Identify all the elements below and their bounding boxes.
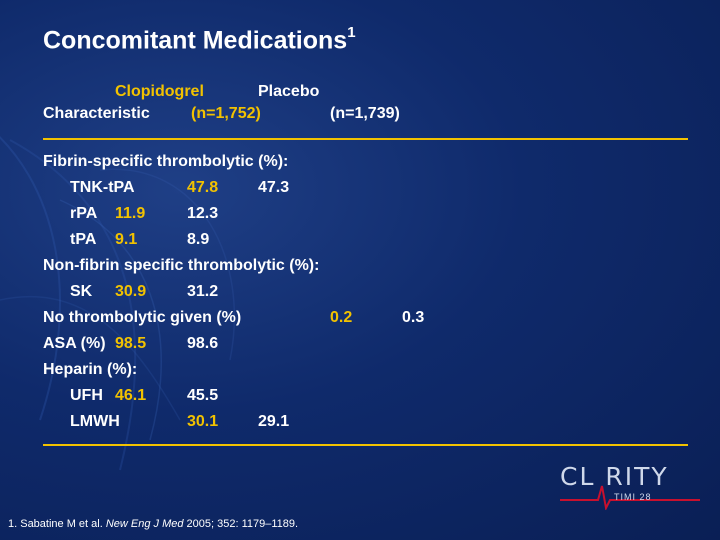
row-label-fibrin-specific: Fibrin-specific thrombolytic (%): — [43, 153, 289, 170]
row-label-heparin: Heparin (%): — [43, 361, 138, 378]
logo-text: CL RITY — [560, 462, 669, 491]
slide-title-text: Concomitant Medications — [43, 26, 348, 55]
title-superscript: 1 — [347, 24, 356, 41]
row-label-non-fibrin-specific: Non-fibrin specific thrombolytic (%): — [43, 257, 320, 274]
row-value-placebo-lmwh: 29.1 — [258, 413, 290, 430]
row-value-clopidogrel-ufh: 46.1 — [115, 387, 147, 404]
footnote-journal: New Eng J Med — [105, 518, 184, 530]
row-label-rpa: rPA — [70, 205, 98, 222]
footnote: 1. Sabatine M et al. New Eng J Med 2005;… — [8, 518, 298, 530]
row-value-clopidogrel-tpa: 9.1 — [115, 231, 138, 248]
clarity-logo: CL RITY TIMI 28 — [560, 462, 700, 512]
header-col2-name: Placebo — [258, 83, 320, 100]
row-value-placebo-ufh: 45.5 — [187, 387, 219, 404]
slide-title: Concomitant Medications1 — [43, 24, 356, 55]
row-label-no-thrombolytic: No thrombolytic given (%) — [43, 309, 242, 326]
row-value-clopidogrel-sk: 30.9 — [115, 283, 147, 300]
row-value-placebo-sk: 31.2 — [187, 283, 219, 300]
row-value-placebo-tnk-tpa: 47.3 — [258, 179, 290, 196]
row-value-placebo-no-thrombolytic: 0.3 — [402, 309, 425, 326]
row-value-placebo-tpa: 8.9 — [187, 231, 210, 248]
row-value-clopidogrel-asa: 98.5 — [115, 335, 147, 352]
header-col2-n: (n=1,739) — [330, 105, 400, 122]
row-value-placebo-rpa: 12.3 — [187, 205, 219, 222]
row-value-clopidogrel-tnk-tpa: 47.8 — [187, 179, 219, 196]
header-rule — [43, 138, 688, 140]
row-label-tnk-tpa: TNK-tPA — [70, 179, 135, 196]
header-col1-name: Clopidogrel — [115, 83, 204, 100]
footnote-prefix: 1. Sabatine M et al. — [8, 518, 106, 530]
row-label-sk: SK — [70, 283, 93, 300]
row-label-tpa: tPA — [70, 231, 97, 248]
header-col1-n: (n=1,752) — [191, 105, 261, 122]
logo-ecg-icon — [560, 485, 700, 510]
row-label-lmwh: LMWH — [70, 413, 120, 430]
row-label-ufh: UFH — [70, 387, 103, 404]
row-value-clopidogrel-lmwh: 30.1 — [187, 413, 219, 430]
row-value-placebo-asa: 98.6 — [187, 335, 219, 352]
row-value-clopidogrel-rpa: 11.9 — [115, 205, 146, 222]
row-label-asa: ASA (%) — [43, 335, 106, 352]
logo-subtext: TIMI 28 — [614, 492, 652, 502]
row-value-clopidogrel-no-thrombolytic: 0.2 — [330, 309, 353, 326]
footer-rule — [43, 444, 688, 446]
header-characteristic: Characteristic — [43, 105, 150, 122]
footnote-suffix: 2005; 352: 1179–1189. — [183, 518, 299, 530]
